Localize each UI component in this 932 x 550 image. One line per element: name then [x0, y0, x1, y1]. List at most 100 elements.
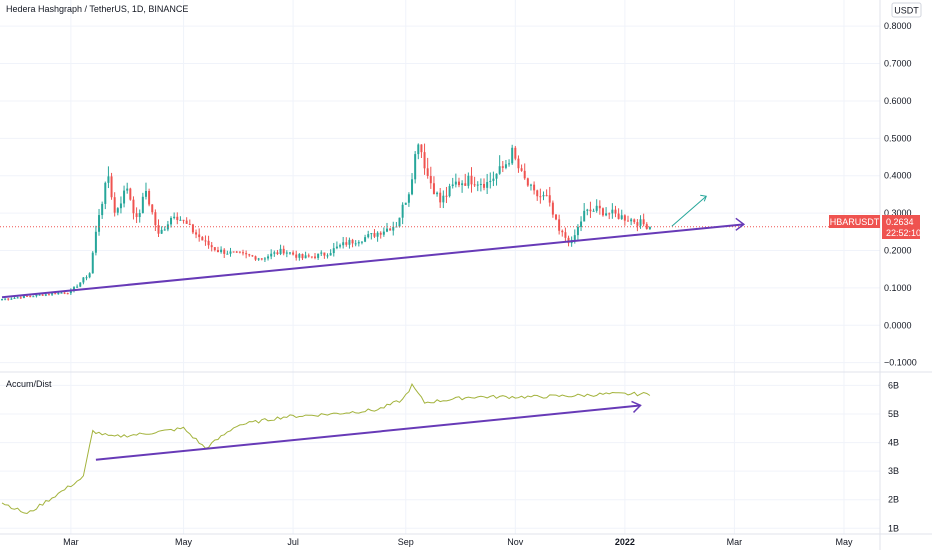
candle-body	[392, 226, 395, 231]
candle-body	[98, 215, 101, 232]
candle-body	[47, 294, 50, 296]
time-tick-label: Mar	[727, 537, 743, 547]
candle-body	[520, 168, 523, 171]
candle-body	[213, 247, 216, 251]
candle-body	[548, 195, 551, 203]
last-price-label: 0.2634	[886, 217, 914, 227]
currency-badge-label[interactable]: USDT	[894, 6, 919, 16]
candle-body	[473, 184, 476, 186]
candle-body	[454, 181, 457, 185]
candle-body	[583, 210, 586, 222]
candle-body	[605, 213, 608, 216]
candle-body	[238, 251, 241, 253]
candle-body	[1, 299, 3, 301]
candle-body	[285, 252, 288, 254]
indicator-tick-label: 4B	[888, 438, 899, 448]
candle-body	[254, 256, 257, 260]
candle-body	[573, 235, 576, 240]
candle-body	[526, 178, 529, 186]
candle-body	[461, 183, 464, 186]
candle-body	[85, 277, 88, 279]
candle-body	[79, 282, 82, 287]
candle-body	[370, 233, 373, 235]
candle-body	[448, 186, 451, 197]
candle-body	[498, 166, 501, 174]
candle-body	[332, 248, 335, 254]
candle-body	[504, 164, 507, 168]
candle-body	[492, 178, 495, 181]
trendline-arrowhead	[735, 217, 746, 231]
candle-body	[210, 245, 213, 248]
candle-body	[432, 183, 435, 195]
candle-body	[29, 296, 32, 298]
candle-body	[310, 256, 313, 258]
candle-body	[373, 233, 376, 237]
candle-body	[60, 292, 63, 294]
candle-body	[173, 216, 176, 219]
time-tick-label: Jul	[287, 537, 299, 547]
price-tick-label: 0.2000	[884, 245, 912, 255]
candle-body	[345, 242, 348, 245]
projection-arrow[interactable]	[671, 195, 707, 227]
candle-body	[51, 293, 54, 295]
symbol-tag: HBARUSDT	[829, 215, 880, 228]
countdown-label: 22:52:10	[886, 228, 921, 238]
indicator-trend-arrow[interactable]	[95, 404, 641, 461]
price-tick-label: 0.0000	[884, 320, 912, 330]
candle-body	[533, 184, 536, 191]
candle-body	[633, 219, 636, 223]
support-trendline[interactable]	[1, 223, 744, 299]
candle-body	[44, 294, 47, 296]
candle-body	[7, 298, 10, 300]
candle-body	[483, 183, 486, 188]
candle-body	[123, 190, 126, 204]
price-tick-label: 0.4000	[884, 171, 912, 181]
candle-body	[323, 252, 326, 256]
chart-title: Hedera Hashgraph / TetherUS, 1D, BINANCE	[6, 4, 188, 14]
candle-body	[188, 223, 191, 225]
time-tick-label: Sep	[398, 537, 414, 547]
candle-body	[91, 252, 94, 274]
candle-body	[536, 190, 539, 197]
candle-body	[179, 219, 182, 221]
candle-body	[367, 234, 370, 238]
candle-body	[648, 227, 651, 229]
candle-body	[592, 210, 595, 212]
candle-body	[260, 258, 263, 260]
candle-body	[314, 256, 316, 258]
candle-body	[72, 287, 75, 291]
candle-body	[113, 197, 116, 213]
candle-body	[317, 253, 320, 258]
candle-body	[407, 194, 410, 203]
indicator-tick-label: 1B	[888, 523, 899, 533]
candle-body	[476, 184, 479, 186]
candle-body	[580, 221, 583, 227]
candle-body	[595, 205, 598, 211]
candle-body	[32, 296, 35, 298]
candle-body	[232, 251, 235, 253]
candle-body	[198, 234, 201, 238]
candle-body	[141, 196, 144, 214]
candle-body	[301, 254, 304, 259]
candle-body	[398, 217, 401, 227]
candle-body	[201, 237, 204, 241]
currency-badge[interactable]: USDT	[891, 2, 922, 18]
candle-body	[486, 182, 489, 188]
candle-body	[160, 229, 163, 234]
price-tick-label: −0.1000	[884, 358, 917, 368]
candle-body	[126, 188, 129, 191]
candle-body	[66, 293, 69, 295]
candle-body	[182, 219, 185, 221]
candle-body	[148, 190, 151, 205]
candle-body	[76, 286, 79, 288]
candle-body	[608, 213, 611, 215]
candle-body	[539, 196, 542, 198]
candle-body	[138, 213, 141, 218]
candle-body	[82, 277, 85, 283]
candle-body	[54, 293, 57, 295]
candle-body	[257, 258, 260, 260]
candle-body	[636, 222, 639, 226]
candle-body	[207, 240, 210, 246]
candle-body	[4, 298, 7, 300]
